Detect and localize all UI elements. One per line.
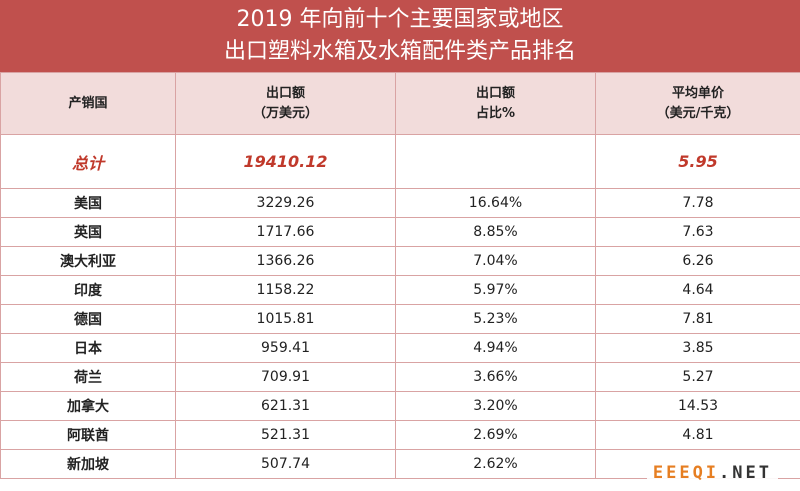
share-cell: 3.66%	[395, 362, 596, 392]
share-cell: 7.04%	[395, 246, 596, 276]
table-row: 德国 1015.81 5.23% 7.81	[0, 304, 800, 334]
price-cell: 3.85	[595, 333, 800, 363]
header-country: 产销国	[0, 72, 176, 135]
share-cell: 2.62%	[395, 449, 596, 479]
title-line-2: 出口塑料水箱及水箱配件类产品排名	[223, 39, 576, 64]
price-cell: 14.53	[595, 391, 800, 421]
table-title: 2019 年向前十个主要国家或地区 出口塑料水箱及水箱配件类产品排名	[0, 0, 800, 72]
table-row: 英国 1717.66 8.85% 7.63	[0, 217, 800, 247]
country-cell: 加拿大	[0, 391, 176, 421]
share-cell: 2.69%	[395, 420, 596, 450]
export-cell: 521.31	[175, 420, 396, 450]
table-row: 印度 1158.22 5.97% 4.64	[0, 275, 800, 305]
export-cell: 959.41	[175, 333, 396, 363]
country-cell: 美国	[0, 188, 176, 218]
header-export: 出口额 （万美元）	[175, 72, 396, 135]
price-cell: 7.78	[595, 188, 800, 218]
watermark-logo: EEEQI.NET	[646, 461, 778, 485]
export-cell: 1158.22	[175, 275, 396, 305]
price-cell: 5.27	[595, 362, 800, 392]
title-line-1: 2019 年向前十个主要国家或地区	[236, 7, 564, 32]
total-row: 总计 19410.12 5.95	[0, 134, 800, 189]
share-cell: 5.97%	[395, 275, 596, 305]
country-cell: 德国	[0, 304, 176, 334]
table-row: 阿联酋 521.31 2.69% 4.81	[0, 420, 800, 450]
price-cell: 6.26	[595, 246, 800, 276]
share-cell: 4.94%	[395, 333, 596, 363]
export-ranking-table: 产销国 出口额 （万美元） 出口额 占比% 平均单价 （美元/千克） 总计 19410…	[0, 72, 800, 479]
table-row: 美国 3229.26 16.64% 7.78	[0, 188, 800, 218]
table-row: 日本 959.41 4.94% 3.85	[0, 333, 800, 363]
total-share	[395, 134, 596, 189]
country-cell: 荷兰	[0, 362, 176, 392]
share-cell: 3.20%	[395, 391, 596, 421]
country-cell: 日本	[0, 333, 176, 363]
table-row: 澳大利亚 1366.26 7.04% 6.26	[0, 246, 800, 276]
country-cell: 阿联酋	[0, 420, 176, 450]
country-cell: 新加坡	[0, 449, 176, 479]
export-cell: 621.31	[175, 391, 396, 421]
table-row: 荷兰 709.91 3.66% 5.27	[0, 362, 800, 392]
country-cell: 英国	[0, 217, 176, 247]
price-cell: 7.81	[595, 304, 800, 334]
total-price: 5.95	[595, 134, 800, 189]
total-label: 总计	[0, 134, 176, 189]
country-cell: 印度	[0, 275, 176, 305]
table-row: 加拿大 621.31 3.20% 14.53	[0, 391, 800, 421]
export-cell: 1717.66	[175, 217, 396, 247]
header-share: 出口额 占比%	[395, 72, 596, 135]
share-cell: 8.85%	[395, 217, 596, 247]
export-cell: 709.91	[175, 362, 396, 392]
export-cell: 507.74	[175, 449, 396, 479]
country-cell: 澳大利亚	[0, 246, 176, 276]
export-cell: 1015.81	[175, 304, 396, 334]
export-cell: 3229.26	[175, 188, 396, 218]
price-cell: 7.63	[595, 217, 800, 247]
export-cell: 1366.26	[175, 246, 396, 276]
total-export: 19410.12	[175, 134, 396, 189]
share-cell: 16.64%	[395, 188, 596, 218]
price-cell: 4.81	[595, 420, 800, 450]
header-row: 产销国 出口额 （万美元） 出口额 占比% 平均单价 （美元/千克）	[0, 72, 800, 135]
share-cell: 5.23%	[395, 304, 596, 334]
header-price: 平均单价 （美元/千克）	[595, 72, 800, 135]
price-cell: 4.64	[595, 275, 800, 305]
